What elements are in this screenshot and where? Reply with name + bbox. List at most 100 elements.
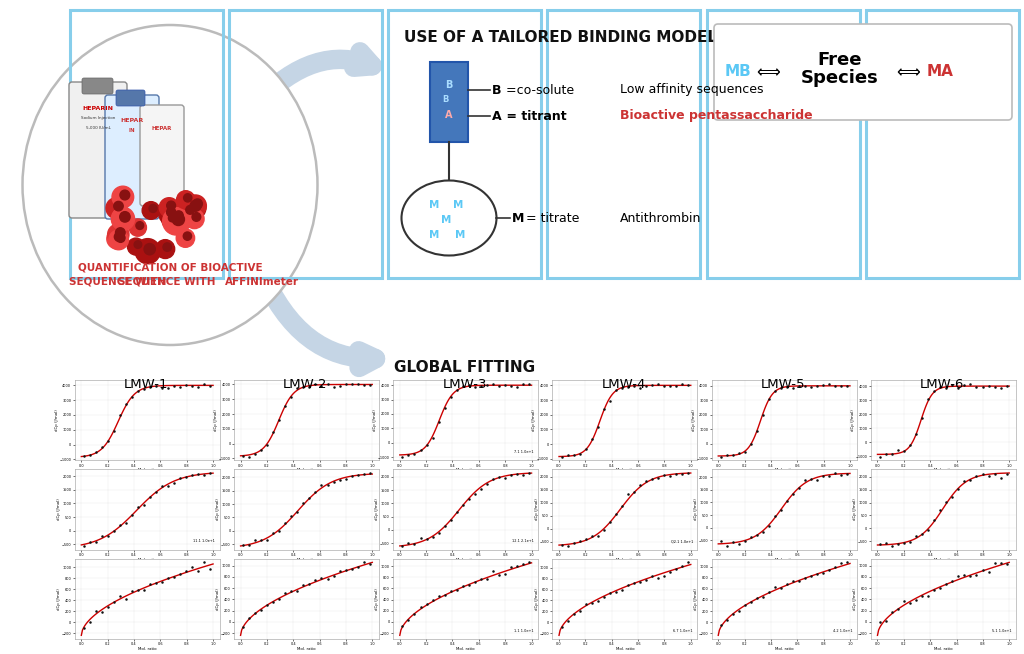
Text: LMW-4: LMW-4 [602, 379, 646, 392]
Circle shape [159, 204, 179, 224]
Y-axis label: dCp (J/mol): dCp (J/mol) [853, 498, 857, 521]
Y-axis label: dCp (J/mol): dCp (J/mol) [54, 409, 58, 431]
Circle shape [142, 201, 160, 219]
Circle shape [120, 190, 130, 200]
Circle shape [183, 232, 191, 240]
Circle shape [162, 212, 178, 228]
Text: MB: MB [725, 65, 752, 80]
Text: MA: MA [927, 65, 953, 80]
Circle shape [184, 209, 204, 229]
Circle shape [106, 198, 127, 218]
Circle shape [167, 207, 176, 217]
Circle shape [172, 213, 184, 226]
Text: 7.1 1.0e+1: 7.1 1.0e+1 [514, 450, 534, 454]
Text: = titrant: = titrant [502, 109, 566, 122]
Circle shape [174, 211, 183, 220]
Text: M: M [453, 200, 463, 210]
Text: LMW-6: LMW-6 [921, 379, 965, 392]
Y-axis label: dCp (J/mol): dCp (J/mol) [535, 588, 539, 610]
Text: 6.7 1.0e+1: 6.7 1.0e+1 [674, 628, 693, 632]
Circle shape [163, 243, 171, 251]
Text: = titrate: = titrate [522, 211, 580, 224]
Text: Species: Species [801, 69, 879, 87]
Text: M: M [429, 200, 439, 210]
Circle shape [112, 207, 134, 230]
X-axis label: Mol. ratio: Mol. ratio [934, 558, 952, 562]
X-axis label: Mol. ratio: Mol. ratio [138, 558, 157, 562]
X-axis label: Mol. ratio: Mol. ratio [934, 647, 952, 651]
Y-axis label: dCp (J/mol): dCp (J/mol) [851, 409, 855, 431]
Circle shape [168, 215, 176, 222]
Y-axis label: dCp (J/mol): dCp (J/mol) [853, 588, 857, 610]
Circle shape [106, 229, 127, 249]
Circle shape [156, 239, 175, 258]
Y-axis label: dCp (J/mol): dCp (J/mol) [694, 498, 698, 521]
X-axis label: Mol. ratio: Mol. ratio [934, 468, 952, 472]
Circle shape [178, 202, 198, 222]
Circle shape [112, 186, 134, 208]
Y-axis label: dCp (J/mol): dCp (J/mol) [376, 588, 380, 610]
Text: M: M [455, 230, 465, 240]
X-axis label: Mol. ratio: Mol. ratio [457, 558, 475, 562]
FancyBboxPatch shape [69, 82, 127, 218]
X-axis label: Mol. ratio: Mol. ratio [297, 647, 315, 651]
Circle shape [167, 201, 175, 210]
Circle shape [185, 205, 195, 215]
Text: 1.1 1.0e+1: 1.1 1.0e+1 [514, 628, 534, 632]
Text: A: A [445, 110, 453, 120]
Circle shape [129, 219, 146, 236]
X-axis label: Mol. ratio: Mol. ratio [297, 558, 315, 562]
Y-axis label: dCp (J/mol): dCp (J/mol) [535, 498, 539, 521]
Ellipse shape [23, 25, 317, 345]
Circle shape [144, 243, 156, 255]
Y-axis label: dCp (J/mol): dCp (J/mol) [373, 409, 377, 431]
Text: LMW-5: LMW-5 [761, 379, 805, 392]
Circle shape [114, 201, 123, 211]
Circle shape [120, 212, 130, 222]
Text: 4.2 1.0e+1: 4.2 1.0e+1 [833, 628, 852, 632]
X-axis label: Mol. ratio: Mol. ratio [138, 468, 157, 472]
Text: B: B [441, 95, 449, 105]
Text: Free: Free [818, 51, 862, 69]
Y-axis label: dCp (J/mol): dCp (J/mol) [216, 498, 220, 521]
Text: SEQUENCE WITH: SEQUENCE WITH [69, 277, 170, 287]
Y-axis label: dCp (J/mol): dCp (J/mol) [57, 588, 61, 610]
Y-axis label: dCp (J/mol): dCp (J/mol) [214, 409, 218, 431]
Circle shape [134, 241, 141, 249]
Circle shape [190, 200, 201, 211]
Text: Sodium Injection: Sodium Injection [81, 116, 115, 120]
X-axis label: Mol. ratio: Mol. ratio [775, 468, 794, 472]
Circle shape [109, 230, 128, 250]
Circle shape [181, 196, 206, 220]
Text: B: B [492, 84, 502, 97]
Circle shape [116, 228, 125, 237]
Text: 5.1 1.0e+1: 5.1 1.0e+1 [992, 628, 1012, 632]
Text: HEPARIN: HEPARIN [83, 105, 114, 111]
Y-axis label: dCp (J/mol): dCp (J/mol) [532, 409, 537, 431]
Text: Q2.1 1.0e+1: Q2.1 1.0e+1 [671, 539, 693, 543]
Y-axis label: dCp (J/mol): dCp (J/mol) [216, 588, 220, 610]
FancyBboxPatch shape [105, 95, 159, 219]
Ellipse shape [401, 181, 497, 256]
Circle shape [150, 205, 157, 213]
Circle shape [136, 222, 143, 230]
Text: LMW-1: LMW-1 [124, 379, 168, 392]
FancyBboxPatch shape [82, 78, 113, 94]
Y-axis label: dCp (J/mol): dCp (J/mol) [57, 498, 61, 521]
Circle shape [116, 233, 125, 243]
Circle shape [163, 208, 190, 235]
FancyBboxPatch shape [714, 24, 1012, 120]
Text: IN: IN [129, 128, 135, 133]
Circle shape [108, 224, 129, 245]
Text: HEPAR: HEPAR [121, 118, 143, 122]
Text: B: B [445, 80, 453, 90]
Circle shape [115, 232, 124, 241]
X-axis label: Mol. ratio: Mol. ratio [297, 468, 315, 472]
Text: A: A [492, 109, 502, 122]
Text: HEPAR: HEPAR [152, 126, 172, 131]
Text: USE OF A TAILORED BINDING MODEL: USE OF A TAILORED BINDING MODEL [403, 31, 717, 46]
Text: AFFINImeter: AFFINImeter [225, 277, 299, 287]
X-axis label: Mol. ratio: Mol. ratio [615, 468, 634, 472]
Circle shape [160, 198, 179, 217]
X-axis label: Mol. ratio: Mol. ratio [457, 647, 475, 651]
